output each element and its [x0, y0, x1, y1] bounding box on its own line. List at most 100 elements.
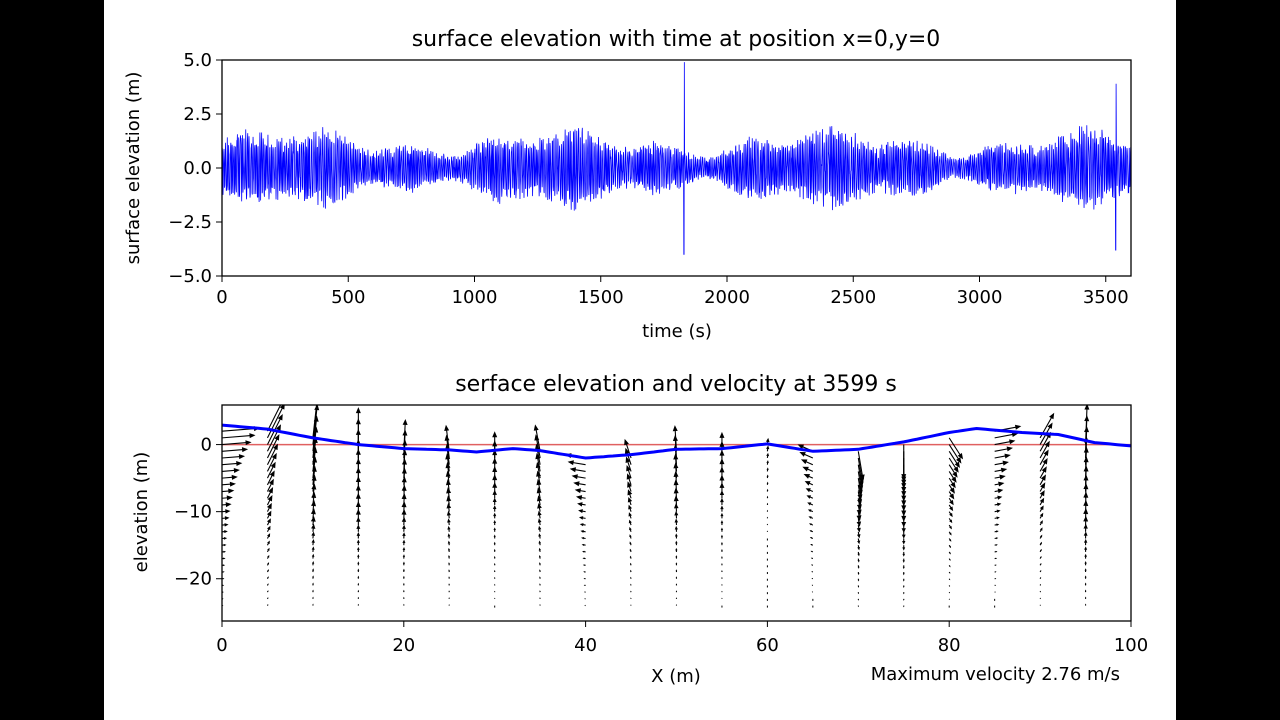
velocity-arrow — [766, 502, 769, 506]
velocity-arrow — [948, 585, 951, 587]
velocity-arrow — [948, 558, 951, 561]
velocity-arrow — [721, 555, 723, 559]
velocity-arrow — [1039, 512, 1044, 519]
top-y-tick-label: 0.0 — [183, 158, 212, 179]
velocity-arrow — [403, 575, 405, 579]
velocity-arrow — [811, 571, 814, 573]
velocity-arrow — [492, 489, 497, 499]
velocity-arrow — [578, 516, 586, 520]
velocity-arrow — [448, 590, 450, 593]
velocity-arrow — [902, 551, 906, 557]
velocity-arrow — [583, 591, 586, 593]
bottom-x-axis-label: X (m) — [651, 666, 701, 687]
velocity-arrow — [493, 527, 496, 532]
velocity-arrow — [493, 520, 497, 526]
velocity-arrow — [766, 445, 770, 452]
velocity-arrow — [492, 431, 498, 452]
velocity-arrow — [492, 482, 498, 492]
velocity-arrow — [266, 533, 271, 539]
velocity-arrow — [222, 454, 246, 460]
velocity-arrow — [582, 557, 586, 560]
velocity-arrow — [808, 516, 814, 519]
velocity-arrow — [222, 433, 256, 439]
velocity-arrow — [403, 582, 405, 586]
velocity-arrow — [583, 578, 586, 580]
velocity-arrow — [948, 565, 951, 568]
velocity-arrow — [402, 568, 405, 573]
velocity-arrow — [948, 591, 951, 594]
velocity-arrow — [266, 405, 285, 439]
velocity-arrow — [222, 523, 229, 527]
velocity-arrow — [948, 538, 952, 542]
velocity-arrow — [721, 548, 723, 552]
velocity-arrow — [266, 547, 270, 553]
velocity-arrow — [675, 597, 678, 599]
velocity-arrow — [311, 523, 316, 532]
velocity-arrow — [1084, 575, 1087, 579]
velocity-arrow — [311, 553, 315, 559]
velocity-arrow — [1039, 440, 1050, 459]
velocity-arrow — [537, 502, 542, 512]
velocity-arrow — [583, 584, 586, 586]
velocity-arrow — [1084, 596, 1087, 599]
velocity-arrow — [311, 531, 316, 539]
velocity-arrow — [902, 578, 905, 582]
velocity-arrow — [266, 434, 280, 459]
velocity-arrow — [222, 543, 227, 547]
velocity-arrow — [627, 489, 633, 499]
velocity-arrow — [222, 516, 230, 521]
velocity-arrow — [810, 544, 814, 546]
velocity-arrow — [356, 516, 361, 526]
velocity-arrow — [811, 577, 814, 580]
velocity-arrow — [675, 540, 678, 546]
velocity-arrow — [674, 533, 678, 539]
velocity-arrow — [494, 597, 496, 599]
velocity-arrow — [994, 523, 1000, 526]
top-x-tick-label: 1000 — [452, 287, 498, 308]
velocity-arrow — [571, 474, 586, 480]
velocity-arrow — [948, 464, 958, 478]
velocity-arrow — [494, 583, 496, 586]
velocity-arrow — [266, 562, 270, 566]
velocity-arrow — [578, 509, 586, 514]
velocity-arrow — [493, 548, 496, 552]
velocity-arrow — [1039, 457, 1048, 472]
velocity-arrow — [675, 547, 678, 552]
velocity-arrow — [994, 502, 1002, 507]
velocity-arrow — [447, 540, 451, 546]
velocity-arrow — [994, 446, 1013, 452]
velocity-arrow — [448, 604, 450, 606]
velocity-arrow — [720, 527, 724, 532]
velocity-arrow — [1039, 541, 1043, 546]
velocity-arrow — [948, 457, 959, 473]
velocity-arrow — [857, 451, 865, 481]
velocity-arrow — [312, 568, 315, 573]
velocity-arrow — [994, 488, 1004, 494]
velocity-arrow — [584, 604, 586, 607]
velocity-arrow — [994, 557, 998, 560]
velocity-arrow — [627, 481, 632, 492]
velocity-arrow — [222, 467, 240, 473]
velocity-arrow — [857, 545, 861, 551]
velocity-arrow — [448, 597, 450, 599]
velocity-arrow — [856, 518, 862, 527]
velocity-arrow — [584, 598, 586, 600]
bottom-x-tick-label: 100 — [1114, 635, 1148, 656]
surface-profile-line — [222, 423, 1131, 460]
velocity-arrow — [492, 497, 497, 505]
velocity-arrow — [625, 456, 632, 472]
velocity-arrow — [674, 518, 679, 526]
velocity-arrow — [948, 544, 952, 549]
velocity-arrow — [266, 525, 271, 533]
velocity-arrow — [1084, 553, 1087, 559]
velocity-arrow — [948, 571, 951, 574]
velocity-arrow — [1084, 568, 1087, 573]
velocity-arrow — [629, 534, 632, 539]
velocity-arrow — [222, 461, 243, 467]
velocity-arrow — [630, 569, 632, 573]
velocity-arrow — [903, 598, 905, 601]
velocity-arrow — [994, 537, 999, 540]
velocity-arrow — [1039, 422, 1053, 445]
velocity-arrow — [356, 546, 360, 552]
velocity-arrow — [811, 564, 814, 566]
